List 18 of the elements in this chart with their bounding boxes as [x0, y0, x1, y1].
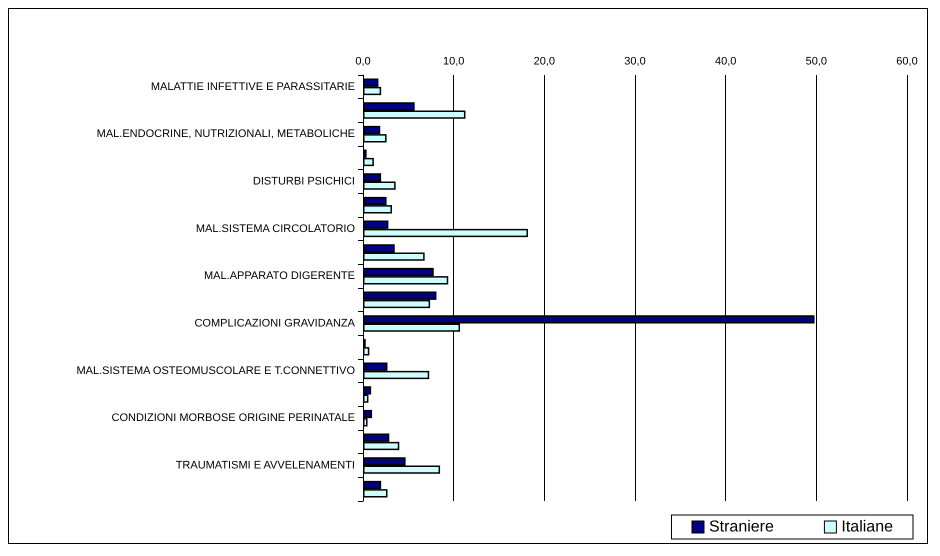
x-tick-label: 60,0 [896, 56, 918, 68]
y-tick-label: MAL.ENDOCRINE, NUTRIZIONALI, METABOLICHE [96, 128, 355, 140]
y-tick-label: MAL.SISTEMA CIRCOLATORIO [196, 222, 356, 235]
y-tick-label: TRAUMATISMI E AVVELENAMENTI [176, 460, 355, 472]
y-tick-label: MAL.APPARATO DIGERENTE [204, 270, 355, 282]
x-tick-label: 20,0 [534, 56, 556, 68]
y-tick-label: CONDIZIONI MORBOSE ORIGINE PERINATALE [112, 412, 355, 424]
x-tick-label: 30,0 [624, 56, 646, 68]
legend-label: Italiane [841, 518, 894, 536]
x-tick-label: 10,0 [442, 56, 464, 68]
y-tick-label: COMPLICAZIONI GRAVIDANZA [194, 318, 356, 330]
x-tick-label: 50,0 [806, 56, 828, 68]
x-tick-label: 0,0 [355, 56, 371, 68]
y-tick-label: MALATTIE INFETTIVE E PARASSITARIE [150, 80, 355, 93]
y-tick-label: MAL.SISTEMA OSTEOMUSCOLARE E T.CONNETTIVO [76, 364, 356, 377]
y-tick-label: DISTURBI PSICHICI [252, 176, 355, 188]
x-tick-label: 40,0 [714, 56, 736, 68]
legend-label: Straniere [708, 518, 774, 536]
